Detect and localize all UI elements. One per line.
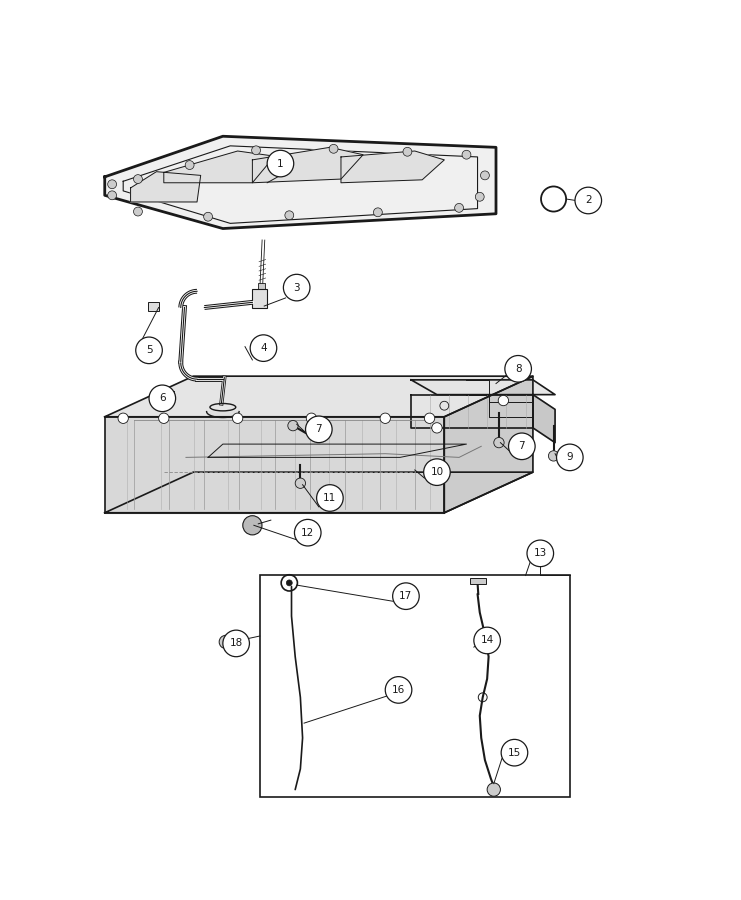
Circle shape xyxy=(501,740,528,766)
Circle shape xyxy=(294,519,321,546)
Circle shape xyxy=(305,416,332,443)
Circle shape xyxy=(283,274,310,301)
Circle shape xyxy=(494,437,504,448)
Polygon shape xyxy=(411,394,533,428)
Polygon shape xyxy=(104,136,496,229)
Polygon shape xyxy=(207,411,239,418)
Circle shape xyxy=(107,180,116,189)
Circle shape xyxy=(455,203,464,212)
Circle shape xyxy=(233,413,243,423)
FancyBboxPatch shape xyxy=(164,391,174,399)
Circle shape xyxy=(473,627,500,653)
Circle shape xyxy=(133,175,142,184)
Circle shape xyxy=(316,485,343,511)
Polygon shape xyxy=(164,151,274,183)
Polygon shape xyxy=(104,376,533,417)
Text: 2: 2 xyxy=(585,195,591,205)
Circle shape xyxy=(432,423,442,433)
Polygon shape xyxy=(445,376,533,513)
Circle shape xyxy=(252,146,261,155)
Polygon shape xyxy=(104,417,445,513)
Circle shape xyxy=(329,144,338,153)
Circle shape xyxy=(286,580,292,586)
Circle shape xyxy=(385,677,412,703)
Circle shape xyxy=(380,413,391,423)
Circle shape xyxy=(373,208,382,217)
Bar xyxy=(260,575,570,797)
Polygon shape xyxy=(104,472,533,513)
Circle shape xyxy=(403,148,412,157)
Circle shape xyxy=(475,193,484,202)
Circle shape xyxy=(424,459,451,485)
Circle shape xyxy=(159,413,169,423)
Circle shape xyxy=(268,150,293,177)
Text: 16: 16 xyxy=(392,685,405,695)
Text: 18: 18 xyxy=(230,638,243,648)
Circle shape xyxy=(118,413,128,423)
Circle shape xyxy=(243,516,262,535)
Circle shape xyxy=(250,335,276,362)
Circle shape xyxy=(295,478,305,489)
Circle shape xyxy=(107,191,116,200)
Circle shape xyxy=(133,207,142,216)
Circle shape xyxy=(136,338,162,364)
Circle shape xyxy=(306,413,316,423)
Text: 4: 4 xyxy=(260,343,267,353)
Text: 5: 5 xyxy=(146,346,153,356)
Circle shape xyxy=(527,540,554,567)
Text: 9: 9 xyxy=(567,453,573,463)
FancyBboxPatch shape xyxy=(258,284,265,289)
Circle shape xyxy=(162,394,174,407)
Circle shape xyxy=(185,160,194,169)
Text: 1: 1 xyxy=(277,158,284,168)
Circle shape xyxy=(505,356,531,382)
Circle shape xyxy=(498,395,508,406)
FancyBboxPatch shape xyxy=(253,289,268,308)
FancyBboxPatch shape xyxy=(147,302,159,311)
Circle shape xyxy=(223,630,250,657)
Text: 15: 15 xyxy=(508,748,521,758)
Text: 14: 14 xyxy=(480,635,494,645)
Text: 10: 10 xyxy=(431,467,444,477)
Text: 17: 17 xyxy=(399,591,413,601)
Text: 6: 6 xyxy=(159,393,166,403)
Circle shape xyxy=(425,413,435,423)
Circle shape xyxy=(462,150,471,159)
Circle shape xyxy=(480,171,489,180)
Circle shape xyxy=(288,420,298,431)
Text: 8: 8 xyxy=(515,364,522,374)
Circle shape xyxy=(556,444,583,471)
Circle shape xyxy=(285,211,293,220)
Polygon shape xyxy=(411,380,555,394)
Circle shape xyxy=(548,451,559,461)
Circle shape xyxy=(149,385,176,411)
Polygon shape xyxy=(341,151,445,183)
Polygon shape xyxy=(130,172,201,202)
FancyBboxPatch shape xyxy=(470,579,486,584)
Circle shape xyxy=(204,212,213,221)
Circle shape xyxy=(487,783,500,796)
Text: 13: 13 xyxy=(534,548,547,558)
Text: 12: 12 xyxy=(301,527,314,537)
Circle shape xyxy=(575,187,602,214)
Text: 11: 11 xyxy=(323,493,336,503)
Circle shape xyxy=(393,583,419,609)
Polygon shape xyxy=(253,148,363,183)
Text: 7: 7 xyxy=(316,424,322,435)
Polygon shape xyxy=(533,394,555,443)
Text: 7: 7 xyxy=(519,441,525,451)
Circle shape xyxy=(219,635,233,649)
Circle shape xyxy=(508,433,535,460)
Text: 3: 3 xyxy=(293,283,300,293)
